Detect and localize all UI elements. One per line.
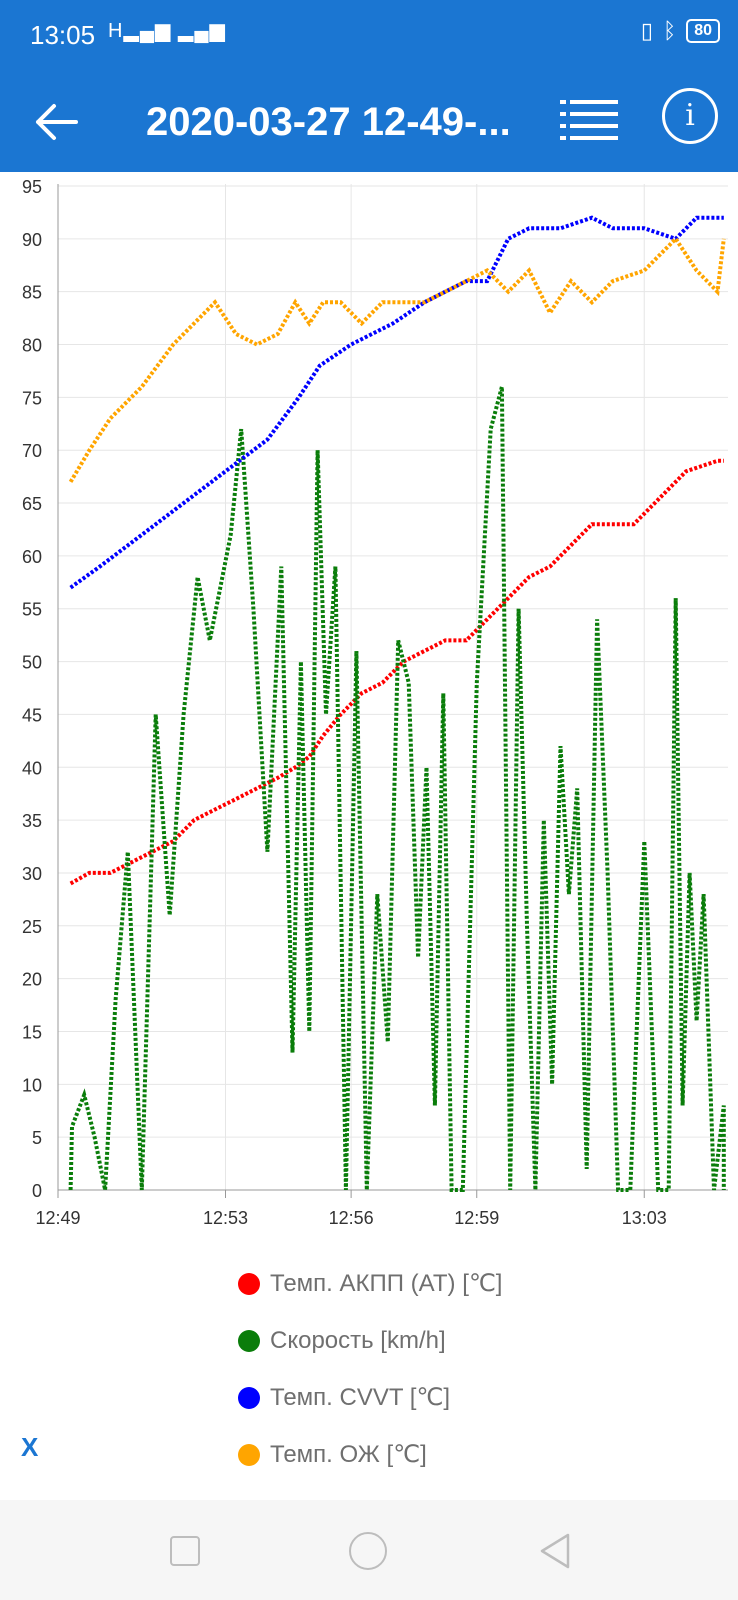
y-tick-label: 30 xyxy=(22,864,42,884)
bluetooth-icon: ᛒ xyxy=(663,18,677,43)
y-tick-label: 80 xyxy=(22,336,42,356)
y-tick-label: 35 xyxy=(22,811,42,831)
x-tick-label: 13:03 xyxy=(622,1208,667,1228)
legend-item: Темп. CVVT [℃] xyxy=(238,1369,502,1426)
recents-square-icon[interactable] xyxy=(170,1536,200,1566)
page-title: 2020-03-27 12-49-... xyxy=(146,100,511,144)
x-tick-label: 12:56 xyxy=(329,1208,374,1228)
line-chart: 0 5 10 15 20 25 30 35 40 45 50 55 60 65 70 75 80 85 90 95 1… xyxy=(22,177,728,1228)
status-icons: ▯ ᛒ 80 xyxy=(641,18,720,44)
y-tick-label: 95 xyxy=(22,177,42,197)
back-triangle-icon[interactable] xyxy=(538,1532,572,1570)
y-tick-label: 55 xyxy=(22,600,42,620)
legend-label: Темп. АКПП (AT) [℃] xyxy=(270,1270,503,1297)
y-tick-label: 50 xyxy=(22,653,42,673)
legend-dot-icon xyxy=(238,1272,260,1295)
y-tick-label: 15 xyxy=(22,1022,42,1042)
y-tick-label: 20 xyxy=(22,970,42,990)
legend-item: Темп. АКПП (AT) [℃] xyxy=(238,1255,502,1312)
legend-label: Темп. CVVT [℃] xyxy=(270,1384,451,1411)
battery-icon: 80 xyxy=(686,19,720,43)
app-bar: 2020-03-27 12-49-... i xyxy=(0,72,738,172)
y-tick-label: 70 xyxy=(22,441,42,461)
y-tick-label: 65 xyxy=(22,494,42,514)
y-tick-label: 90 xyxy=(22,230,42,250)
y-tick-label: 45 xyxy=(22,705,42,725)
y-tick-label: 25 xyxy=(22,917,42,937)
close-button[interactable]: X xyxy=(21,1432,39,1462)
y-tick-label: 40 xyxy=(22,758,42,778)
legend-item: Скорость [km/h] xyxy=(238,1312,502,1369)
y-tick-labels: 0 5 10 15 20 25 30 35 40 45 50 55 60 65 70 75 80 85 90 95 xyxy=(22,177,42,1201)
status-time: 13:05 xyxy=(30,20,96,50)
back-arrow-icon[interactable] xyxy=(30,96,82,148)
series-line xyxy=(69,215,724,590)
x-tick-label: 12:53 xyxy=(203,1208,248,1228)
legend-dot-icon xyxy=(238,1443,260,1466)
y-tick-label: 60 xyxy=(22,547,42,567)
legend-label: Темп. ОЖ [℃] xyxy=(270,1441,427,1468)
chart-series xyxy=(68,215,726,1192)
home-circle-icon[interactable] xyxy=(349,1532,387,1570)
signal-icon: H▂▄▆ ▂▄▆ xyxy=(108,20,226,42)
legend: Темп. АКПП (AT) [℃] Скорость [km/h] Темп. … xyxy=(238,1255,502,1483)
y-tick-label: 10 xyxy=(22,1075,42,1095)
chart-axes xyxy=(57,184,728,1198)
series-line xyxy=(69,458,724,886)
status-bar: 13:05 H▂▄▆ ▂▄▆ ▯ ᛒ 80 xyxy=(0,0,738,72)
series-line xyxy=(68,235,726,483)
list-icon[interactable] xyxy=(560,96,618,148)
info-icon[interactable]: i xyxy=(662,88,718,144)
y-tick-label: 0 xyxy=(32,1181,42,1201)
y-tick-label: 75 xyxy=(22,388,42,408)
legend-label: Скорость [km/h] xyxy=(270,1326,446,1354)
vibrate-icon: ▯ xyxy=(640,18,653,43)
chart-grid xyxy=(57,184,728,1191)
y-tick-label: 5 xyxy=(32,1128,42,1148)
y-tick-label: 85 xyxy=(22,283,42,303)
network-type-label: H xyxy=(108,20,124,42)
x-tick-labels: 12:49 12:53 12:56 12:59 13:03 xyxy=(35,1208,666,1228)
x-tick-label: 12:49 xyxy=(35,1208,80,1228)
series-line xyxy=(68,386,726,1192)
x-tick-label: 12:59 xyxy=(454,1208,499,1228)
legend-item: Темп. ОЖ [℃] xyxy=(238,1426,502,1483)
legend-dot-icon xyxy=(238,1386,260,1409)
legend-dot-icon xyxy=(238,1329,260,1352)
